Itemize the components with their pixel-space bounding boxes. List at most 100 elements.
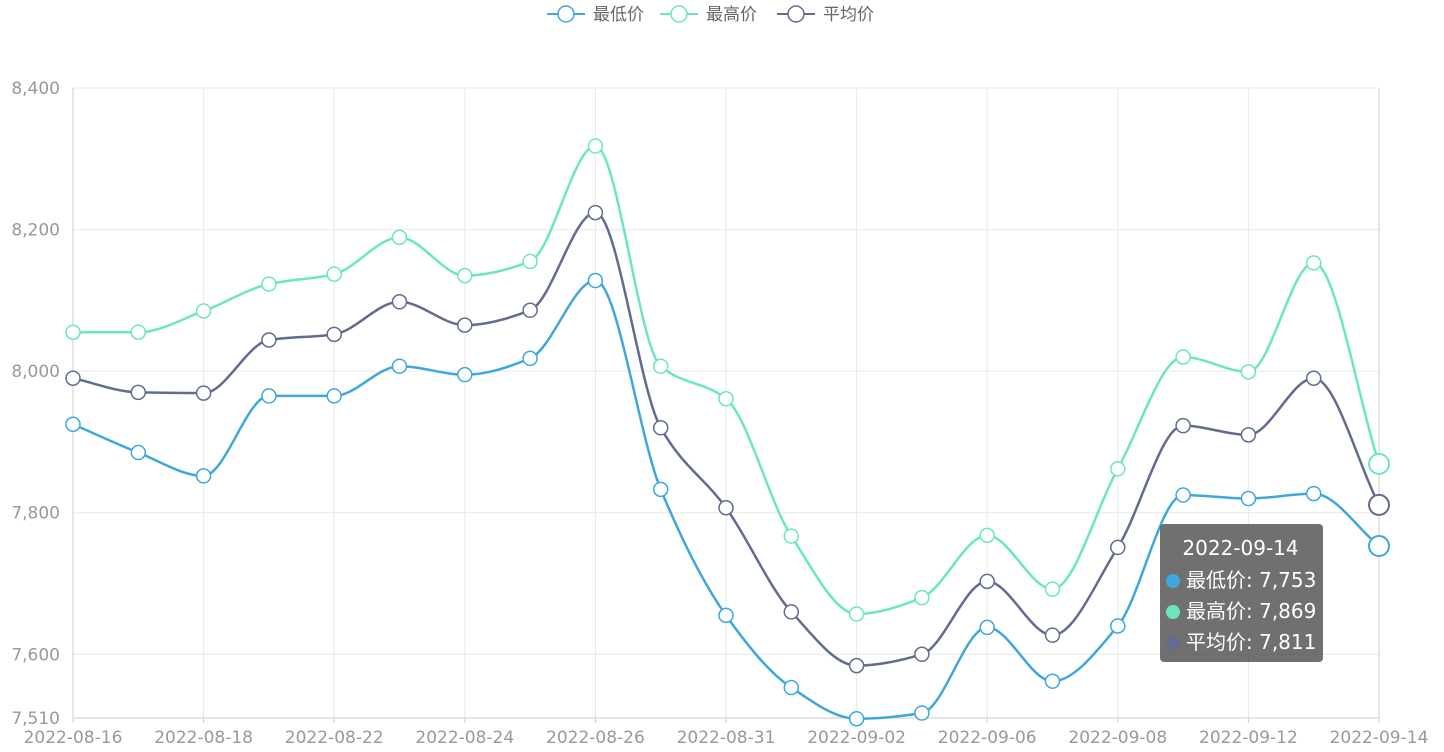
x-tick-label: 2022-09-14 (1330, 728, 1429, 748)
legend-marker-icon (557, 5, 575, 23)
data-point (326, 388, 342, 404)
data-point (1175, 417, 1191, 434)
data-point (1110, 539, 1126, 556)
x-tick-label: 2022-09-08 (1068, 728, 1167, 748)
data-point (783, 604, 800, 620)
tooltip-row-high: 最高价: 7,869 (1166, 596, 1317, 627)
data-point (261, 276, 277, 292)
data-point (457, 366, 473, 383)
y-tick-label: 8,200 (11, 221, 60, 241)
tooltip-row-low: 最低价: 7,753 (1166, 565, 1317, 596)
data-point (130, 384, 147, 401)
data-point (718, 391, 734, 407)
data-point (195, 385, 212, 401)
data-point (1110, 618, 1126, 634)
data-point (522, 350, 538, 367)
data-point (914, 705, 930, 721)
data-point (718, 607, 734, 624)
data-point (391, 229, 408, 246)
x-tick-label: 2022-08-26 (546, 728, 645, 748)
x-tick-label: 2022-09-02 (807, 728, 906, 748)
y-tick-label: 7,600 (11, 645, 60, 665)
data-point (914, 646, 930, 663)
data-point (1110, 461, 1126, 477)
series-2-group (65, 204, 1390, 674)
data-point (979, 527, 995, 544)
data-point (1175, 349, 1191, 365)
data-point (783, 679, 800, 696)
data-point (65, 416, 81, 432)
data-point (1240, 364, 1257, 380)
data-point (326, 326, 342, 343)
data-point (848, 606, 865, 622)
tooltip-avg-text: 平均价: 7,811 (1186, 630, 1317, 654)
tooltip-low-dot (1166, 574, 1180, 588)
x-tick-label: 2022-09-06 (938, 728, 1037, 748)
series-0-group (65, 272, 1390, 727)
data-point (261, 332, 277, 348)
data-point (457, 317, 473, 333)
data-point (65, 324, 81, 340)
tooltip-avg-dot (1166, 636, 1180, 650)
y-tick-label: 8,000 (11, 362, 60, 382)
data-point (1044, 627, 1061, 643)
data-point (1044, 581, 1061, 597)
tooltip-high-dot (1166, 605, 1180, 619)
data-point (261, 388, 277, 404)
data-point (65, 370, 81, 386)
data-point (979, 619, 995, 636)
data-point (1305, 370, 1322, 386)
data-point (522, 302, 538, 319)
y-tick-label: 7,800 (11, 504, 60, 524)
data-point (587, 138, 604, 154)
data-point (652, 420, 669, 436)
data-point (195, 303, 212, 319)
data-point (522, 253, 538, 270)
series-line (72, 211, 1381, 667)
legend-label: 最高价 (706, 5, 757, 25)
data-point (914, 589, 930, 606)
tooltip-row-avg: 平均价: 7,811 (1166, 627, 1317, 658)
data-point (1240, 427, 1257, 443)
tooltip-high-text: 最高价: 7,869 (1186, 599, 1317, 623)
data-point (1240, 490, 1257, 507)
tooltip-date: 2022-09-14 (1182, 536, 1299, 560)
legend-label: 最低价 (593, 5, 644, 25)
legend-label: 平均价 (823, 5, 874, 25)
tooltip: 2022-09-14 最低价: 7,753 最高价: 7,869 平均价: 7,… (1160, 524, 1323, 662)
y-tick-label: 8,400 (11, 79, 60, 99)
data-point (1044, 673, 1061, 689)
y-tick-label: 7,510 (11, 709, 60, 729)
data-point (391, 358, 408, 374)
legend-marker-icon (787, 5, 805, 23)
data-point (848, 657, 865, 674)
data-point (587, 204, 604, 221)
data-point (848, 710, 865, 727)
data-point (652, 358, 669, 374)
data-point (195, 468, 212, 484)
data-point (1368, 534, 1390, 557)
data-point (1368, 493, 1390, 516)
series-1-group (65, 138, 1390, 622)
x-tick-label: 2022-08-18 (154, 728, 253, 748)
data-point (1175, 487, 1191, 503)
x-tick-label: 2022-08-22 (285, 728, 384, 748)
data-point (783, 528, 800, 544)
data-point (1305, 255, 1322, 271)
data-point (587, 272, 604, 289)
data-point (652, 481, 669, 498)
x-tick-label: 2022-09-12 (1199, 728, 1298, 748)
data-point (130, 444, 147, 461)
data-point (130, 324, 147, 340)
x-tick-label: 2022-08-31 (677, 728, 776, 748)
tooltip-low-text: 最低价: 7,753 (1186, 568, 1317, 592)
data-point (1368, 452, 1390, 475)
data-point (718, 500, 734, 516)
data-point (391, 294, 408, 310)
legend-marker-icon (670, 5, 688, 23)
data-point (326, 266, 342, 282)
data-point (457, 267, 473, 284)
x-tick-label: 2022-08-24 (415, 728, 514, 748)
legend: 最低价 最高价 平均价 (547, 5, 874, 25)
